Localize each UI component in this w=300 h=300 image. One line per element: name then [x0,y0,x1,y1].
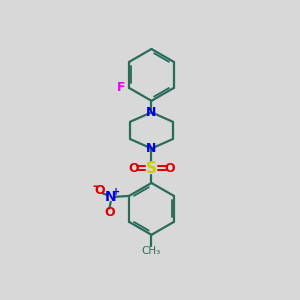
Text: -: - [92,180,97,193]
Text: F: F [116,81,125,94]
Text: O: O [94,184,105,197]
Text: O: O [164,162,175,175]
Text: N: N [105,190,117,204]
Text: S: S [146,161,157,176]
Text: O: O [104,206,115,219]
Text: N: N [146,106,157,119]
Text: O: O [128,162,139,175]
Text: N: N [146,142,157,155]
Text: CH₃: CH₃ [142,246,161,256]
Text: +: + [112,187,120,197]
